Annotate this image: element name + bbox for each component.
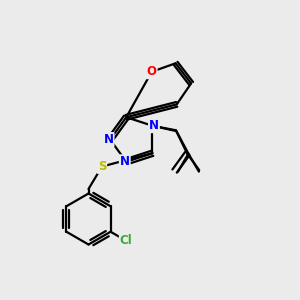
Text: Cl: Cl bbox=[120, 234, 133, 247]
Text: N: N bbox=[149, 119, 159, 132]
Text: S: S bbox=[98, 160, 106, 173]
Text: N: N bbox=[120, 155, 130, 168]
Text: N: N bbox=[103, 133, 114, 146]
Text: O: O bbox=[147, 65, 157, 78]
